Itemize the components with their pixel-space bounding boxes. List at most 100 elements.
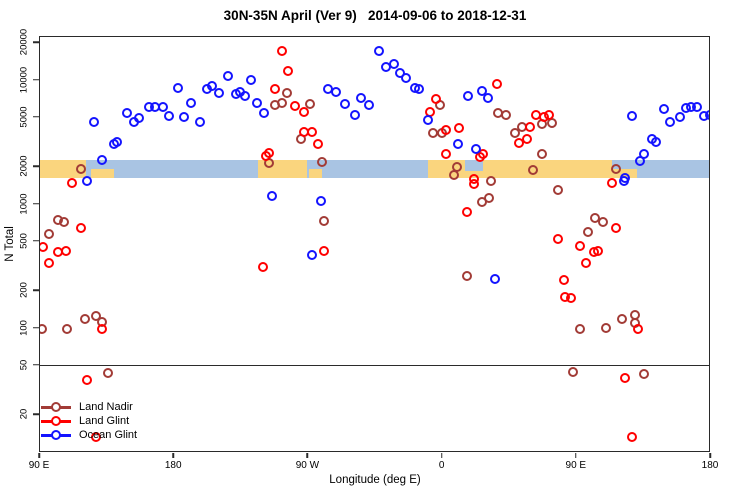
data-point bbox=[257, 261, 268, 272]
data-point bbox=[102, 367, 113, 378]
data-point bbox=[81, 374, 92, 385]
data-point bbox=[490, 274, 501, 285]
data-point bbox=[318, 246, 329, 257]
legend-marker-land-nadir bbox=[41, 402, 71, 412]
data-point bbox=[470, 144, 481, 155]
data-point bbox=[463, 90, 474, 101]
data-point bbox=[600, 322, 611, 333]
x-tick bbox=[38, 453, 40, 458]
data-point bbox=[306, 250, 317, 261]
band-land-sliver bbox=[308, 168, 323, 178]
data-point bbox=[441, 124, 452, 135]
data-point bbox=[627, 111, 638, 122]
x-tick-label: 90 E bbox=[565, 460, 587, 471]
data-point bbox=[299, 107, 310, 118]
y-tick-label: 50 bbox=[18, 359, 30, 371]
reference-line bbox=[39, 364, 710, 367]
data-point bbox=[575, 241, 586, 252]
y-tick bbox=[33, 413, 39, 415]
plot-area: Land Nadir Land Glint Ocean Glint bbox=[39, 36, 710, 452]
legend: Land Nadir Land Glint Ocean Glint bbox=[41, 400, 137, 442]
data-point bbox=[524, 122, 535, 133]
data-point bbox=[543, 110, 554, 121]
y-tick bbox=[33, 240, 39, 242]
data-point bbox=[315, 196, 326, 207]
data-point bbox=[430, 94, 441, 105]
data-point bbox=[651, 137, 662, 148]
data-point bbox=[461, 271, 472, 282]
y-tick-label: 500 bbox=[18, 232, 30, 249]
data-point bbox=[593, 246, 604, 257]
data-point bbox=[527, 165, 538, 176]
y-tick bbox=[33, 165, 39, 168]
y-tick bbox=[33, 202, 39, 205]
data-point bbox=[620, 172, 630, 183]
data-point bbox=[186, 98, 197, 108]
y-tick bbox=[33, 289, 39, 291]
x-tick-label: 180 bbox=[164, 460, 182, 471]
data-point bbox=[639, 149, 650, 160]
data-point bbox=[259, 108, 270, 119]
data-point bbox=[611, 222, 622, 233]
data-point bbox=[133, 113, 144, 124]
data-point bbox=[617, 313, 628, 324]
data-point bbox=[90, 432, 101, 443]
legend-marker-circle bbox=[51, 430, 61, 440]
legend-marker-circle bbox=[51, 402, 61, 412]
x-tick bbox=[440, 453, 443, 458]
data-point bbox=[281, 87, 292, 98]
data-point bbox=[350, 110, 361, 121]
band-ocean-gap bbox=[465, 159, 484, 171]
data-point bbox=[491, 79, 502, 90]
legend-item: Land Nadir bbox=[41, 400, 137, 414]
x-tick-label: 90 E bbox=[28, 460, 50, 471]
x-tick-label: 180 bbox=[701, 460, 719, 471]
data-point bbox=[44, 258, 55, 269]
x-tick-label: 90 W bbox=[295, 460, 320, 471]
data-point bbox=[39, 324, 47, 335]
legend-marker-circle bbox=[51, 416, 61, 426]
x-axis-label: Longitude (deg E) bbox=[329, 474, 421, 486]
y-tick-label: 20 bbox=[18, 408, 30, 420]
data-point bbox=[81, 175, 92, 186]
data-point bbox=[317, 157, 328, 168]
data-point bbox=[453, 139, 463, 150]
data-point bbox=[277, 46, 288, 57]
data-point bbox=[469, 178, 480, 189]
y-tick-label: 200 bbox=[18, 282, 30, 299]
data-point bbox=[59, 217, 70, 228]
x-tick bbox=[575, 453, 577, 458]
y-tick bbox=[33, 116, 39, 118]
data-point bbox=[521, 134, 532, 145]
data-point bbox=[705, 110, 710, 121]
data-point bbox=[620, 373, 630, 384]
data-point bbox=[263, 147, 274, 158]
y-tick bbox=[33, 78, 39, 81]
data-point bbox=[691, 101, 702, 112]
data-point bbox=[312, 138, 323, 149]
data-point bbox=[172, 82, 183, 93]
y-tick bbox=[33, 41, 39, 44]
data-point bbox=[214, 88, 225, 99]
y-tick bbox=[33, 326, 39, 329]
data-point bbox=[245, 75, 256, 86]
data-point bbox=[500, 110, 511, 121]
data-point bbox=[509, 127, 520, 138]
data-point bbox=[121, 108, 132, 119]
data-point bbox=[606, 177, 617, 188]
legend-item: Land Glint bbox=[41, 414, 137, 428]
data-point bbox=[476, 85, 487, 96]
y-tick-label: 100 bbox=[18, 319, 30, 336]
legend-label: Land Glint bbox=[79, 415, 130, 427]
x-tick bbox=[172, 453, 174, 458]
data-point bbox=[330, 86, 341, 97]
data-point bbox=[62, 323, 73, 334]
data-point bbox=[178, 112, 189, 123]
data-point bbox=[89, 117, 100, 128]
y-tick-label: 10000 bbox=[18, 66, 30, 93]
y-tick-label: 20000 bbox=[18, 29, 30, 56]
data-point bbox=[111, 137, 122, 148]
data-point bbox=[363, 99, 374, 110]
band-land-sliver bbox=[91, 168, 114, 178]
data-point bbox=[239, 90, 250, 101]
